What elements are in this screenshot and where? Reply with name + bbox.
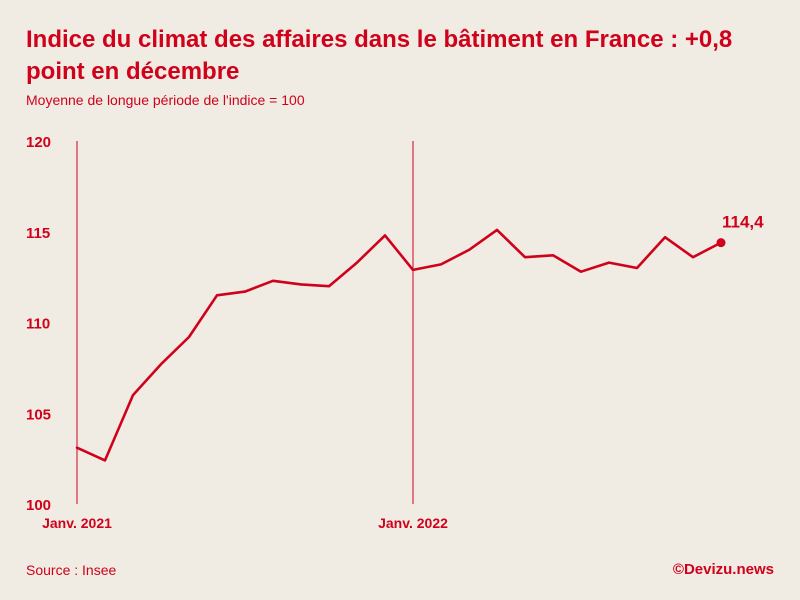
chart-title: Indice du climat des affaires dans le bâ… [26,26,733,85]
series-line-climat-affaires [75,228,723,462]
x-axis-tick-labels: Janv. 2021 Janv. 2022 [42,515,448,531]
x-tick-label: Janv. 2021 [42,515,112,531]
y-tick-label: 110 [26,316,50,333]
credit-link[interactable]: ©Devizu.news [672,561,774,578]
y-axis-tick-labels: 100 105 110 115 120 [26,134,51,514]
source-note: Source : Insee [26,562,117,578]
x-tick-label: Janv. 2022 [378,515,448,531]
y-tick-label: 100 [26,497,51,514]
last-value-label: 114,4 [722,213,764,232]
year-reference-lines [76,141,414,504]
chart-subtitle: Moyenne de longue période de l'indice = … [26,92,305,108]
y-tick-label: 115 [26,225,50,242]
y-tick-label: 105 [26,406,51,423]
y-tick-label: 120 [26,134,51,151]
last-value-marker [716,238,726,248]
